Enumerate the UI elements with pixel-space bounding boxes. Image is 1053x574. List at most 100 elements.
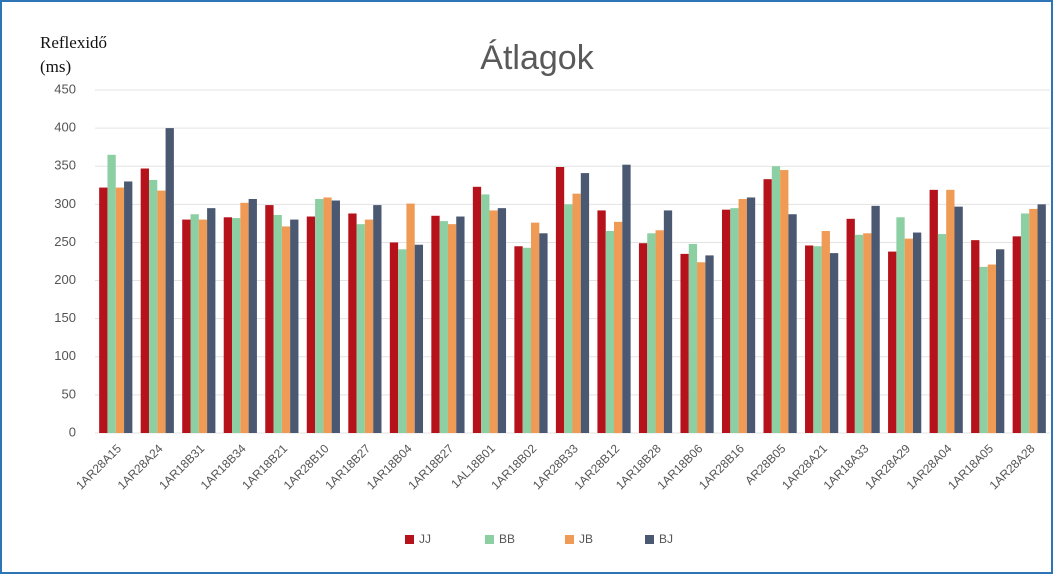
bar bbox=[456, 216, 465, 433]
legend-swatch bbox=[485, 535, 494, 544]
y-tick-label: 450 bbox=[54, 81, 76, 96]
bar bbox=[148, 179, 158, 433]
bar bbox=[871, 205, 880, 433]
bar bbox=[530, 222, 540, 433]
bar bbox=[373, 205, 382, 433]
bar bbox=[655, 230, 664, 433]
bar bbox=[539, 233, 548, 433]
bar bbox=[265, 205, 274, 433]
bar bbox=[439, 221, 448, 433]
bar bbox=[290, 219, 299, 433]
bar bbox=[190, 214, 199, 433]
bar bbox=[663, 210, 673, 433]
bar bbox=[738, 198, 747, 433]
bar bbox=[331, 200, 340, 433]
bar bbox=[605, 231, 615, 433]
bar bbox=[622, 164, 631, 433]
bar bbox=[896, 217, 905, 433]
bar bbox=[763, 179, 772, 433]
bar bbox=[555, 166, 565, 434]
bar bbox=[946, 189, 955, 433]
bar bbox=[406, 203, 415, 433]
y-tick-label: 300 bbox=[54, 196, 76, 211]
legend-label: BB bbox=[499, 532, 515, 546]
bar bbox=[157, 190, 166, 433]
bar bbox=[572, 193, 581, 433]
bar bbox=[481, 194, 490, 433]
bar bbox=[888, 251, 897, 433]
bar bbox=[971, 240, 980, 433]
bar bbox=[281, 226, 291, 433]
bar bbox=[688, 243, 698, 433]
bar bbox=[248, 198, 257, 433]
bar bbox=[929, 189, 938, 433]
bar bbox=[165, 128, 174, 433]
bar bbox=[447, 224, 457, 433]
bar bbox=[356, 224, 365, 433]
bar bbox=[115, 187, 125, 433]
bar bbox=[647, 233, 656, 433]
bar bbox=[746, 197, 756, 433]
y-tick-label: 0 bbox=[69, 424, 76, 439]
y-tick-label: 100 bbox=[54, 348, 76, 363]
bar bbox=[979, 266, 988, 433]
bar bbox=[564, 204, 573, 433]
bar bbox=[780, 170, 789, 434]
bar bbox=[497, 208, 507, 433]
bar bbox=[389, 242, 399, 433]
bar bbox=[232, 218, 241, 433]
bar bbox=[99, 187, 108, 433]
bar bbox=[904, 238, 913, 433]
legend-swatch bbox=[565, 535, 574, 544]
bar bbox=[207, 208, 216, 433]
bar bbox=[580, 173, 590, 434]
bar bbox=[705, 255, 714, 433]
bar bbox=[1029, 208, 1038, 433]
bar bbox=[614, 221, 623, 433]
bar bbox=[472, 186, 482, 433]
bar bbox=[398, 249, 407, 433]
bar bbox=[863, 233, 872, 433]
bar bbox=[771, 166, 781, 433]
y-tick-label: 350 bbox=[54, 158, 76, 173]
bar bbox=[348, 213, 357, 433]
bar bbox=[846, 218, 855, 433]
legend-label: JJ bbox=[419, 532, 431, 546]
bar bbox=[1012, 236, 1021, 433]
bar bbox=[680, 253, 689, 433]
bar bbox=[697, 262, 706, 433]
bar bbox=[954, 206, 963, 433]
bar bbox=[414, 244, 424, 433]
bar bbox=[107, 154, 116, 434]
bar bbox=[364, 219, 374, 433]
legend-swatch bbox=[405, 535, 414, 544]
bar bbox=[805, 245, 814, 433]
bar bbox=[223, 217, 233, 433]
bar bbox=[182, 219, 191, 433]
bar bbox=[721, 209, 731, 433]
legend-label: JB bbox=[579, 532, 593, 546]
bar bbox=[315, 198, 324, 433]
bar bbox=[1020, 213, 1030, 433]
bar bbox=[996, 249, 1005, 433]
bar bbox=[987, 264, 997, 433]
bar bbox=[937, 234, 947, 433]
bar bbox=[821, 231, 830, 433]
legend-swatch bbox=[645, 535, 654, 544]
bar bbox=[854, 234, 864, 433]
bar bbox=[124, 181, 133, 433]
bar bbox=[788, 214, 797, 433]
bar bbox=[829, 253, 839, 433]
bar bbox=[597, 210, 606, 433]
bar bbox=[431, 215, 440, 433]
bar bbox=[1037, 204, 1046, 433]
bar bbox=[306, 216, 316, 433]
bar bbox=[273, 215, 282, 433]
bar bbox=[489, 210, 498, 433]
bar bbox=[638, 243, 648, 433]
bar bbox=[198, 219, 208, 433]
bar bbox=[813, 246, 822, 433]
y-axis-label: Reflexidő bbox=[40, 33, 107, 52]
bar bbox=[323, 197, 332, 433]
